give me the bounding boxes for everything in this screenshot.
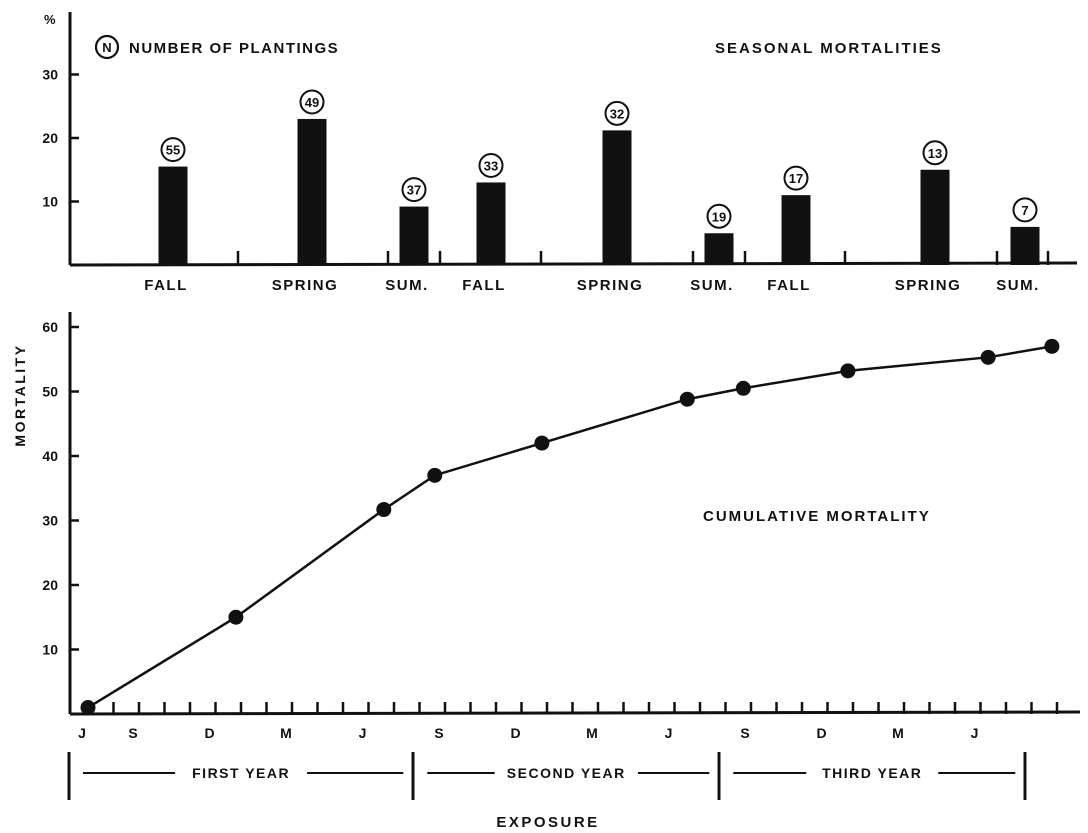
plantings-badge-circle bbox=[401, 177, 427, 203]
season-label: FALL bbox=[767, 277, 811, 294]
plantings-badge-label: 55 bbox=[166, 143, 180, 158]
bottom-y-tick-label: 60 bbox=[42, 319, 58, 335]
month-tick-label: D bbox=[510, 725, 520, 741]
bottom-x-axis bbox=[69, 710, 1081, 716]
plantings-badge-circle bbox=[478, 152, 504, 178]
cumulative-point bbox=[840, 363, 856, 379]
plantings-badge-label: 17 bbox=[789, 171, 803, 186]
plantings-badge-circle bbox=[160, 137, 186, 163]
plantings-badge-circle bbox=[783, 165, 809, 191]
bottom-chart-title: CUMULATIVE MORTALITY bbox=[703, 508, 931, 525]
plantings-badge-label: 19 bbox=[712, 209, 726, 224]
bar bbox=[920, 169, 950, 265]
cumulative-point bbox=[980, 349, 996, 365]
bar bbox=[158, 166, 188, 265]
cumulative-point bbox=[427, 467, 443, 483]
month-tick-label: J bbox=[359, 725, 367, 741]
month-tick-label: S bbox=[128, 725, 137, 741]
plantings-badge-label: 37 bbox=[407, 183, 421, 198]
bar bbox=[399, 206, 429, 265]
season-label: SPRING bbox=[272, 277, 339, 294]
plantings-badge-label: 32 bbox=[610, 106, 624, 121]
period-label: THIRD YEAR bbox=[822, 765, 922, 781]
cumulative-point bbox=[376, 502, 392, 518]
season-label: SPRING bbox=[577, 277, 644, 294]
period-label: FIRST YEAR bbox=[192, 765, 290, 781]
month-tick-label: S bbox=[740, 725, 749, 741]
month-tick-label: D bbox=[816, 725, 826, 741]
x-axis-label: EXPOSURE bbox=[496, 814, 599, 831]
plantings-badge-circle bbox=[706, 203, 732, 229]
plantings-badge-label: 7 bbox=[1021, 203, 1028, 218]
top-y-tick-label: 30 bbox=[42, 67, 58, 83]
month-tick-label: M bbox=[892, 725, 904, 741]
season-label: SUM. bbox=[385, 277, 429, 294]
month-tick-label: M bbox=[280, 725, 292, 741]
month-tick-label: S bbox=[434, 725, 443, 741]
cumulative-point bbox=[534, 435, 550, 451]
season-label: FALL bbox=[144, 277, 188, 294]
bottom-y-tick-label: 40 bbox=[42, 448, 58, 464]
cumulative-line-layer: 10 20 30 40 50 60 J S D M J S D M J S D M J FIRST YEAR SECON… bbox=[42, 312, 1081, 800]
plantings-badge-circle bbox=[1012, 197, 1038, 223]
cumulative-line bbox=[87, 345, 1053, 709]
bar bbox=[602, 130, 632, 265]
bottom-y-tick-label: 30 bbox=[42, 513, 58, 529]
season-label: SUM. bbox=[690, 277, 734, 294]
cumulative-point bbox=[735, 380, 751, 396]
plantings-badge-circle bbox=[922, 140, 948, 166]
season-label: FALL bbox=[462, 277, 506, 294]
month-tick-label: D bbox=[204, 725, 214, 741]
month-tick-label: J bbox=[971, 725, 979, 741]
plantings-badge-label: 13 bbox=[928, 146, 942, 161]
plantings-badge-label: 49 bbox=[305, 95, 319, 110]
top-y-tick-label: 20 bbox=[42, 130, 58, 146]
bottom-y-tick-label: 20 bbox=[42, 577, 58, 593]
bottom-y-tick-label: 10 bbox=[42, 642, 58, 658]
legend-symbol-circle bbox=[94, 34, 120, 60]
bar bbox=[704, 233, 734, 265]
seasonal-bars-layer: 10 20 30 55 FALL 49 SPRING 37 SUM. 33 FALL 32 SPRING… bbox=[42, 12, 1078, 294]
cumulative-point bbox=[1044, 338, 1060, 354]
season-label: SPRING bbox=[895, 277, 962, 294]
plantings-badge-circle bbox=[299, 89, 325, 115]
season-label: SUM. bbox=[996, 277, 1040, 294]
month-tick-label: M bbox=[586, 725, 598, 741]
bar bbox=[1010, 226, 1040, 265]
plantings-badge-label: 33 bbox=[484, 158, 498, 173]
top-y-tick-label: 10 bbox=[42, 194, 58, 210]
bar bbox=[297, 118, 327, 265]
bottom-y-tick-label: 50 bbox=[42, 384, 58, 400]
top-chart-title: SEASONAL MORTALITIES bbox=[715, 40, 943, 57]
cumulative-point bbox=[679, 391, 695, 407]
bar bbox=[476, 182, 506, 265]
cumulative-point bbox=[80, 700, 96, 716]
plantings-badge-circle bbox=[604, 100, 630, 126]
cumulative-point bbox=[228, 609, 244, 625]
top-unit-label: % bbox=[44, 12, 56, 27]
period-label: SECOND YEAR bbox=[507, 765, 626, 781]
legend-label: NUMBER OF PLANTINGS bbox=[129, 40, 339, 57]
y-axis-label: MORTALITY bbox=[12, 343, 28, 446]
month-tick-label: J bbox=[78, 725, 86, 741]
bar bbox=[781, 195, 811, 265]
legend-symbol: N bbox=[102, 40, 111, 55]
month-tick-label: J bbox=[665, 725, 673, 741]
